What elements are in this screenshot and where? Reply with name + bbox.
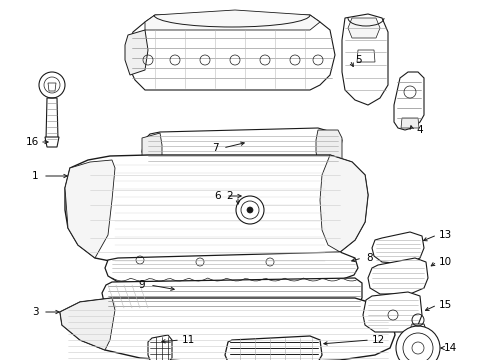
Polygon shape (65, 160, 115, 258)
Text: 1: 1 (32, 171, 38, 181)
Text: 9: 9 (139, 280, 146, 290)
Polygon shape (225, 336, 322, 360)
Text: 16: 16 (25, 137, 39, 147)
Circle shape (236, 196, 264, 224)
Text: 14: 14 (443, 343, 457, 353)
Text: 8: 8 (367, 253, 373, 263)
Polygon shape (145, 10, 320, 30)
Polygon shape (363, 292, 422, 332)
Text: 4: 4 (416, 125, 423, 135)
Text: 6: 6 (215, 191, 221, 201)
Polygon shape (372, 232, 424, 264)
Polygon shape (45, 137, 59, 147)
Polygon shape (348, 18, 380, 38)
Polygon shape (65, 155, 368, 265)
Polygon shape (148, 335, 172, 360)
Text: 13: 13 (439, 230, 452, 240)
Polygon shape (125, 30, 148, 75)
Text: 2: 2 (227, 191, 233, 201)
Text: 7: 7 (212, 143, 219, 153)
Polygon shape (394, 72, 424, 130)
Text: 11: 11 (181, 335, 195, 345)
Polygon shape (357, 50, 375, 62)
Polygon shape (60, 298, 395, 360)
Text: 15: 15 (439, 300, 452, 310)
Polygon shape (316, 130, 342, 163)
Circle shape (396, 326, 440, 360)
Polygon shape (60, 298, 115, 350)
Polygon shape (410, 324, 426, 330)
Polygon shape (142, 133, 162, 162)
Polygon shape (102, 278, 362, 308)
Polygon shape (320, 155, 368, 252)
Text: 3: 3 (32, 307, 38, 317)
Polygon shape (46, 98, 58, 140)
Polygon shape (105, 252, 358, 282)
Polygon shape (48, 83, 56, 91)
Polygon shape (142, 128, 342, 165)
Circle shape (247, 207, 253, 213)
Polygon shape (342, 14, 388, 105)
Text: 10: 10 (439, 257, 452, 267)
Polygon shape (401, 118, 419, 128)
Text: 5: 5 (355, 55, 361, 65)
Polygon shape (368, 258, 428, 294)
Text: 12: 12 (371, 335, 385, 345)
Polygon shape (128, 15, 335, 90)
